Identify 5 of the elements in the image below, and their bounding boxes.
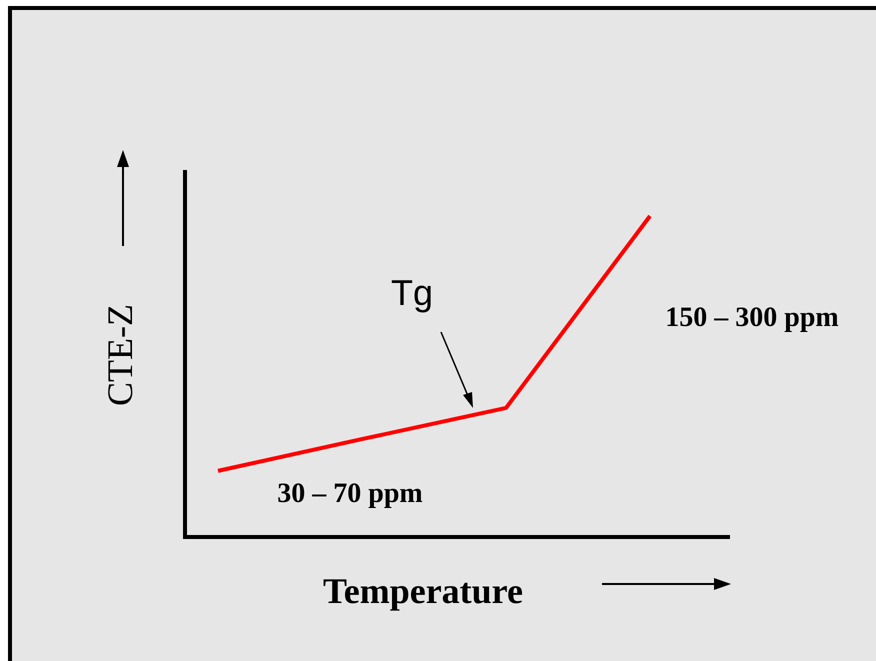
annotation: Tg (390, 272, 434, 313)
x-axis-title: Temperature (323, 571, 524, 611)
annotation: 30 – 70 ppm (277, 478, 423, 509)
annotation: 150 – 300 ppm (665, 302, 839, 333)
y-axis-title: CTE-Z (100, 304, 140, 406)
